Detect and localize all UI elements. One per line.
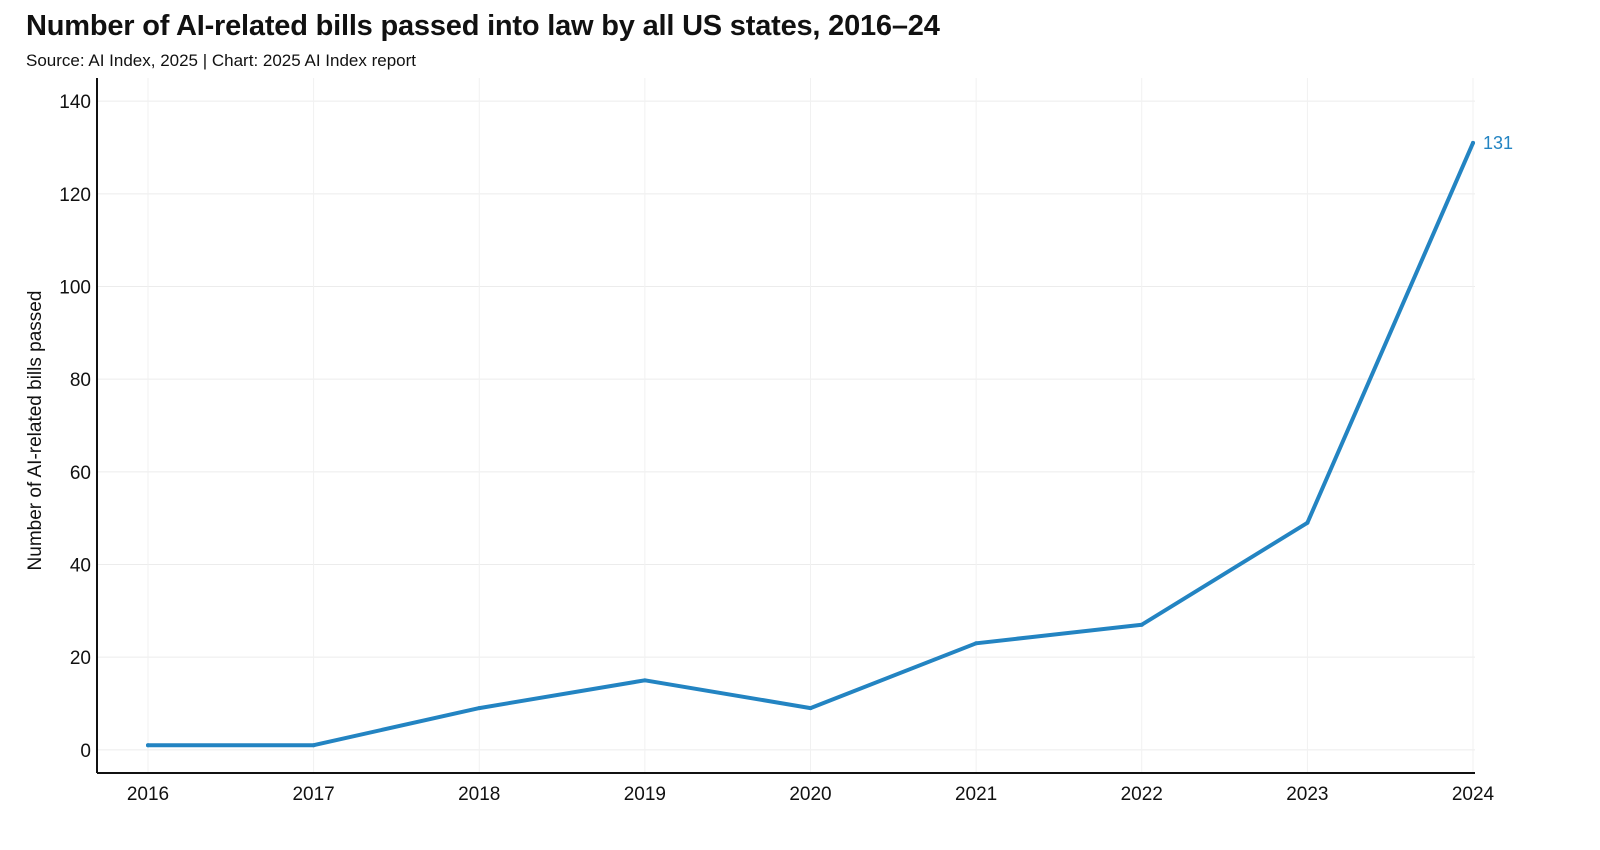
data-label: 131: [1483, 133, 1513, 153]
data-point: [808, 706, 813, 711]
data-point: [1471, 140, 1475, 145]
x-tick-label: 2022: [1121, 784, 1163, 805]
y-tick-label: 20: [70, 648, 91, 669]
y-tick-label: 100: [59, 278, 91, 299]
x-tick-label: 2019: [624, 784, 666, 805]
y-tick-label: 0: [80, 741, 91, 762]
data-point: [146, 743, 150, 748]
y-tick-labels: 0 20 40 60 80 100 120 140: [59, 92, 91, 762]
x-tick-label: 2018: [458, 784, 500, 805]
y-tick-label: 40: [70, 556, 91, 577]
series: [146, 140, 1475, 748]
data-point: [477, 706, 482, 711]
x-tick-label: 2021: [955, 784, 997, 805]
x-tick-label: 2017: [292, 784, 334, 805]
data-point: [642, 678, 647, 683]
grid-lines: [98, 78, 1475, 772]
x-tick-label: 2024: [1452, 784, 1495, 805]
chart-title: Number of AI-related bills passed into l…: [26, 10, 940, 42]
x-tick-label: 2016: [127, 784, 169, 805]
y-tick-label: 140: [59, 92, 91, 113]
y-tick-label: 60: [70, 463, 91, 484]
y-tick-label: 80: [70, 370, 91, 391]
data-point: [1305, 520, 1310, 525]
chart-subtitle: Source: AI Index, 2025 | Chart: 2025 AI …: [26, 51, 416, 70]
annotations: 131: [1483, 133, 1513, 153]
axes: [96, 78, 1475, 774]
y-axis-title: Number of AI-related bills passed: [25, 291, 46, 571]
x-tick-label: 2023: [1286, 784, 1328, 805]
x-tick-labels: 2016 2017 2018 2019 2020 2021 2022 2023 2024: [127, 784, 1495, 805]
y-tick-label: 120: [59, 185, 91, 206]
data-point: [311, 743, 316, 748]
x-tick-label: 2020: [789, 784, 831, 805]
data-point: [1139, 622, 1144, 627]
data-point: [974, 641, 979, 646]
